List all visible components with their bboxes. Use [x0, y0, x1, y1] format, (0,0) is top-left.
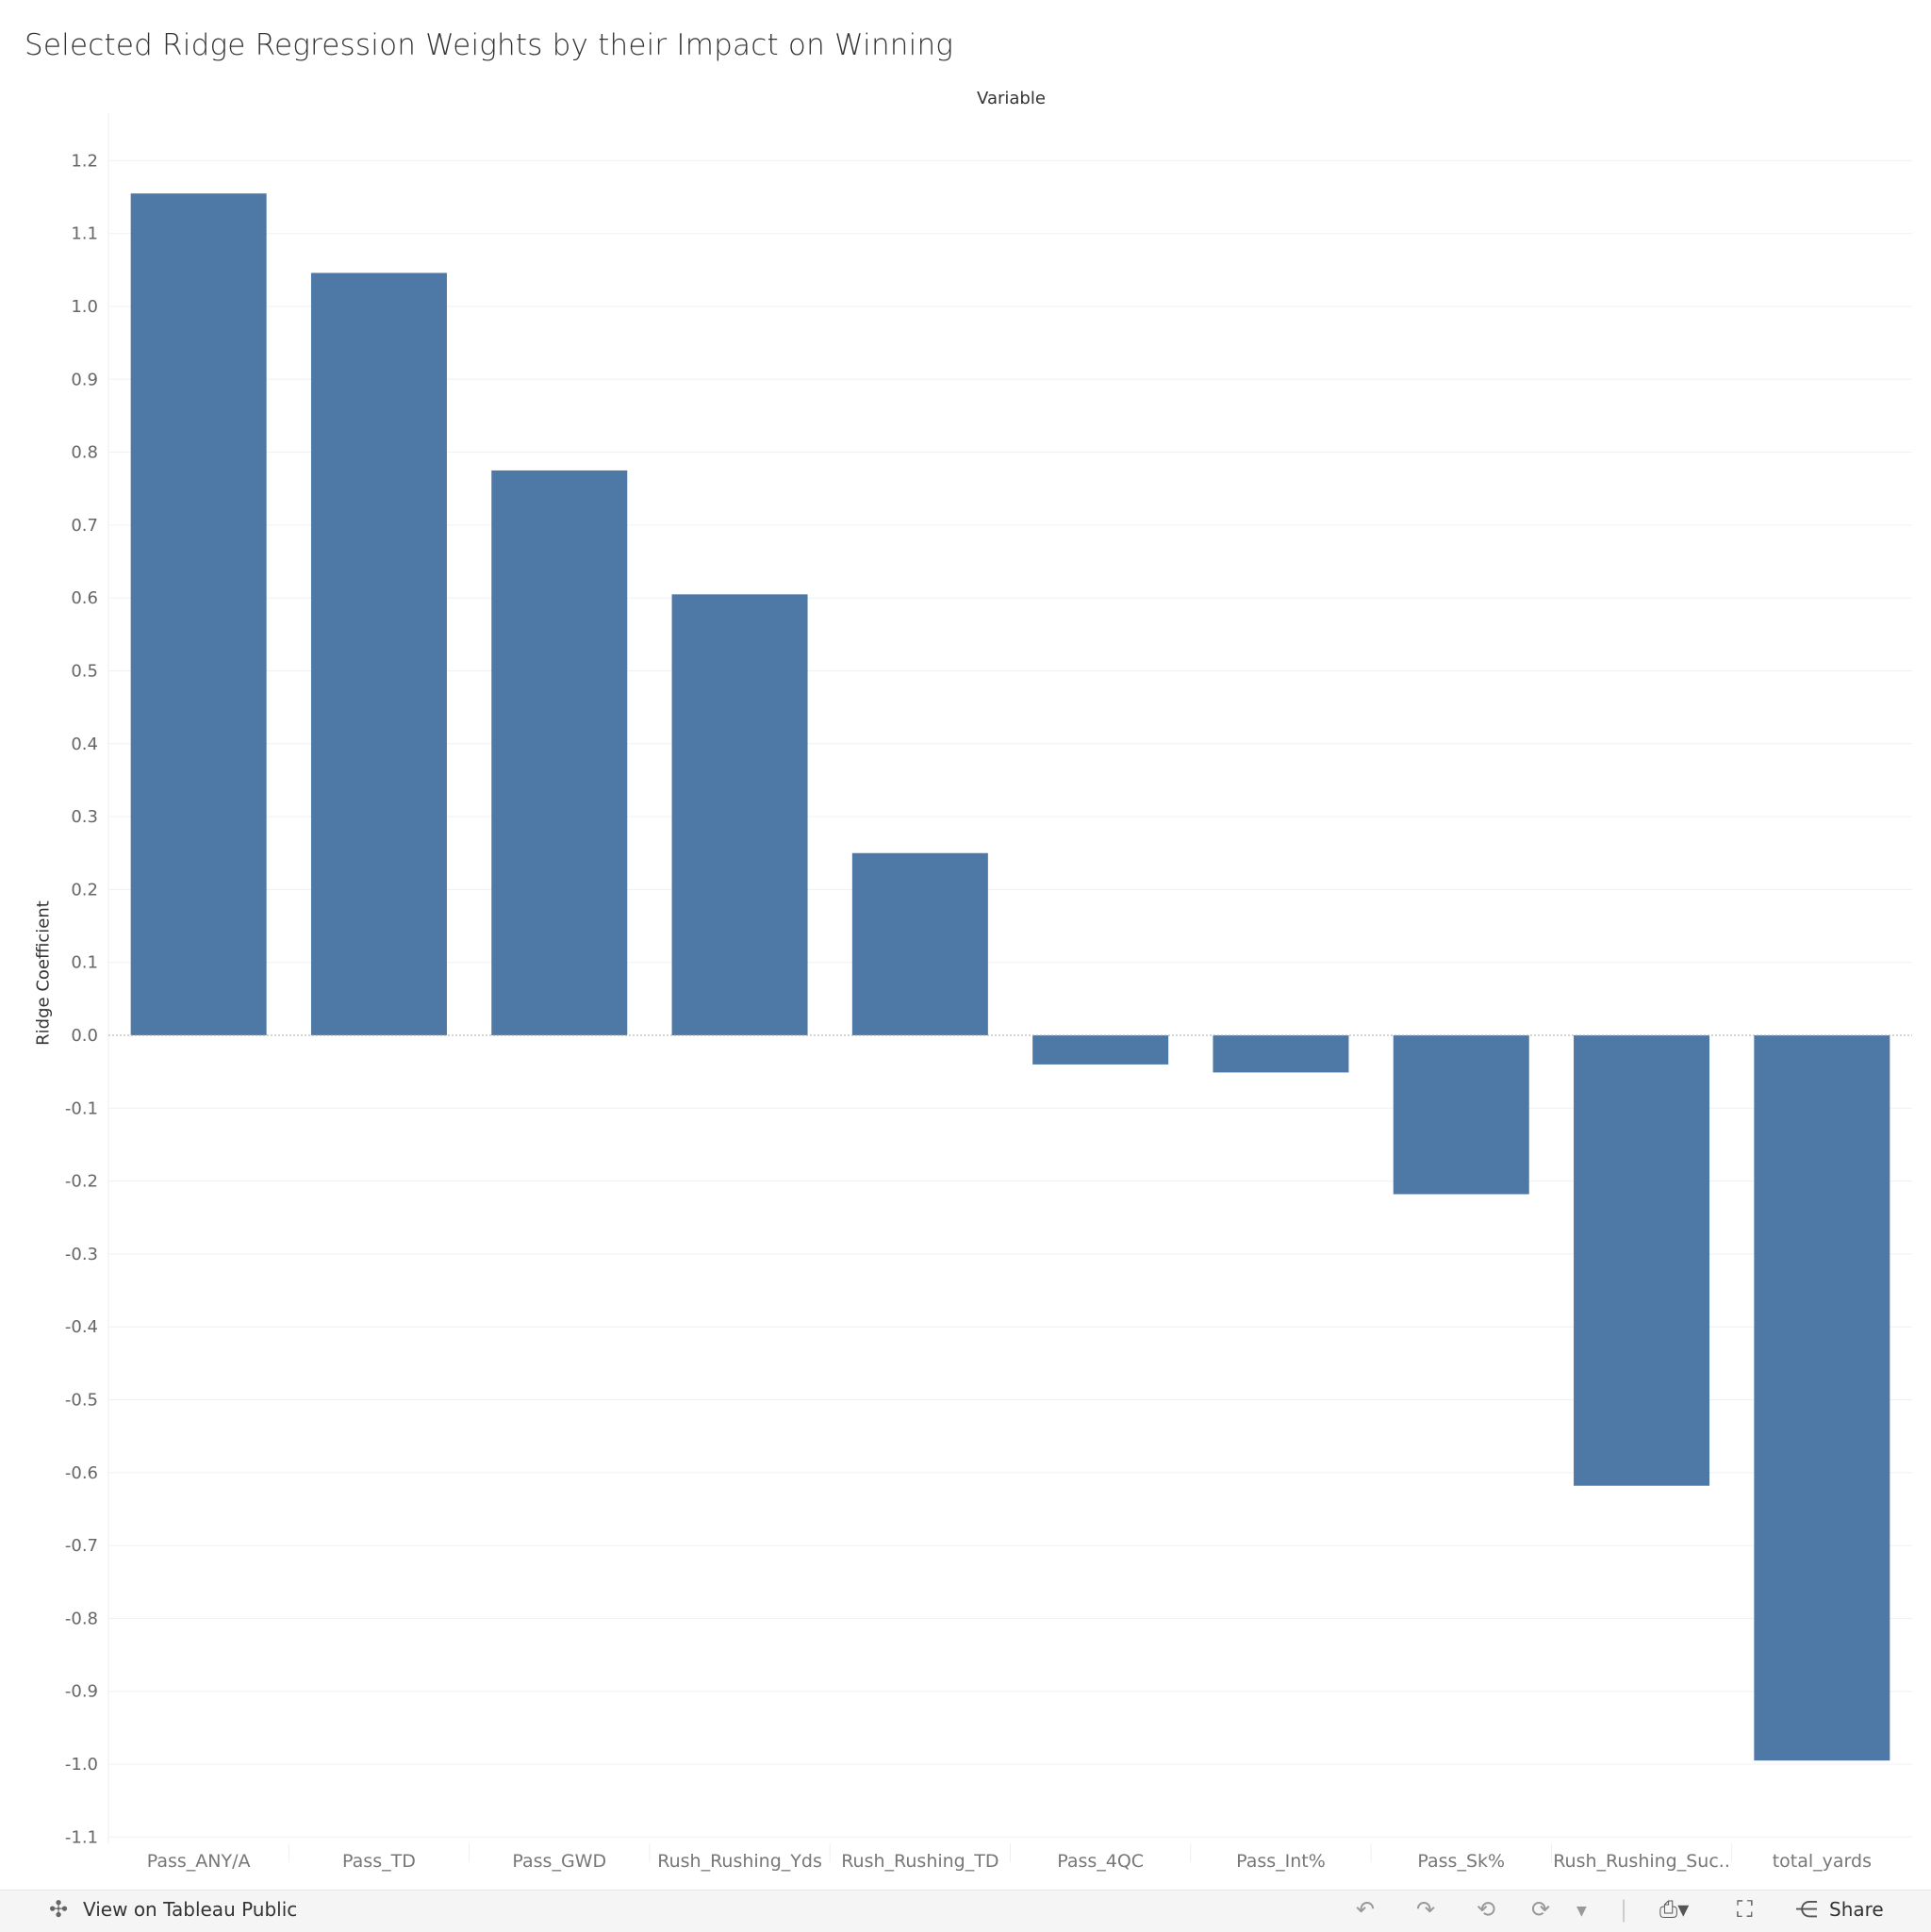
tableau-logo-icon: ✣ — [49, 1896, 69, 1923]
y-tick-label: 0.7 — [71, 516, 98, 536]
fullscreen-icon[interactable]: ⛶ — [1737, 1896, 1753, 1923]
y-tick-label: 0.9 — [71, 370, 98, 389]
refresh-icon[interactable]: ⟳ — [1531, 1896, 1551, 1923]
bar-Rush_Rushing_Suc.. — [1574, 1035, 1710, 1486]
y-tick-label: -0.5 — [65, 1391, 98, 1411]
y-tick-label: -1.1 — [65, 1827, 98, 1847]
revert-icon[interactable]: ⟲ — [1477, 1896, 1496, 1923]
x-tick-label: Pass_Int% — [1236, 1851, 1326, 1872]
undo-icon[interactable]: ↶ — [1356, 1896, 1376, 1923]
y-tick-label: -0.4 — [65, 1317, 98, 1337]
y-tick-label: 0.8 — [71, 443, 98, 463]
bar-Pass_Sk% — [1393, 1035, 1529, 1195]
x-tick-label: Pass_Sk% — [1417, 1851, 1505, 1872]
y-tick-label: 0.6 — [71, 588, 98, 608]
redo-icon[interactable]: ↷ — [1416, 1896, 1436, 1923]
y-tick-label: -0.1 — [65, 1098, 98, 1118]
y-tick-label: -0.7 — [65, 1536, 98, 1556]
toolbar: ✣ View on Tableau Public ↶ ↷ ⟲ ⟳ ▼ | ⎙▾ … — [0, 1890, 1931, 1932]
x-tick-label: Pass_4QC — [1057, 1851, 1144, 1872]
y-tick-label: 0.4 — [71, 735, 98, 754]
column-header: Variable — [977, 89, 1046, 108]
view-on-tableau-link[interactable]: View on Tableau Public — [83, 1898, 298, 1921]
x-tick-label: Pass_TD — [342, 1851, 416, 1872]
pause-dropdown-icon[interactable]: ▼ — [1576, 1904, 1587, 1919]
y-tick-label: 1.2 — [71, 151, 98, 171]
y-tick-label: 0.1 — [71, 953, 98, 973]
y-tick-label: 0.0 — [71, 1026, 98, 1046]
x-tick-label: Rush_Rushing_Yds — [657, 1851, 822, 1872]
bar-Pass_Int% — [1213, 1035, 1349, 1073]
y-tick-label: 1.0 — [71, 297, 98, 317]
bar-Pass_4QC — [1032, 1035, 1169, 1065]
x-tick-label: Pass_ANY/A — [147, 1851, 251, 1872]
x-tick-label: Pass_GWD — [512, 1851, 606, 1872]
bar-total_yards — [1754, 1035, 1890, 1761]
bar-Pass_ANY/A — [130, 193, 267, 1035]
y-tick-label: 0.5 — [71, 662, 98, 682]
x-tick-label: Rush_Rushing_Suc.. — [1553, 1851, 1730, 1872]
share-button[interactable]: Share — [1829, 1898, 1884, 1921]
share-icon[interactable]: ⋲ — [1795, 1896, 1818, 1923]
y-tick-label: -0.6 — [65, 1463, 98, 1483]
y-tick-label: -0.8 — [65, 1609, 98, 1628]
bar-Rush_Rushing_Yds — [671, 594, 808, 1035]
download-icon[interactable]: ⎙▾ — [1659, 1896, 1690, 1923]
bar-Pass_GWD — [491, 470, 628, 1035]
y-tick-label: 0.2 — [71, 880, 98, 900]
y-tick-label: -0.3 — [65, 1245, 98, 1264]
x-tick-label: total_yards — [1773, 1851, 1872, 1872]
y-tick-label: 1.1 — [71, 224, 98, 244]
y-tick-label: 0.3 — [71, 807, 98, 827]
x-tick-label: Rush_Rushing_TD — [841, 1851, 999, 1872]
bar-chart: 1.2 1.1 1.0 0.9 0.8 0.7 0.6 0.5 0.4 0.3 0.2 0.1 0.0 -… — [65, 113, 1912, 1872]
y-tick-label: -1.0 — [65, 1755, 98, 1775]
divider: | — [1620, 1896, 1628, 1923]
y-tick-label: -0.2 — [65, 1172, 98, 1192]
bar-Rush_Rushing_TD — [851, 852, 988, 1035]
chart-title: Selected Ridge Regression Weights by the… — [25, 28, 954, 62]
y-tick-label: -0.9 — [65, 1682, 98, 1702]
bar-Pass_TD — [310, 272, 447, 1035]
